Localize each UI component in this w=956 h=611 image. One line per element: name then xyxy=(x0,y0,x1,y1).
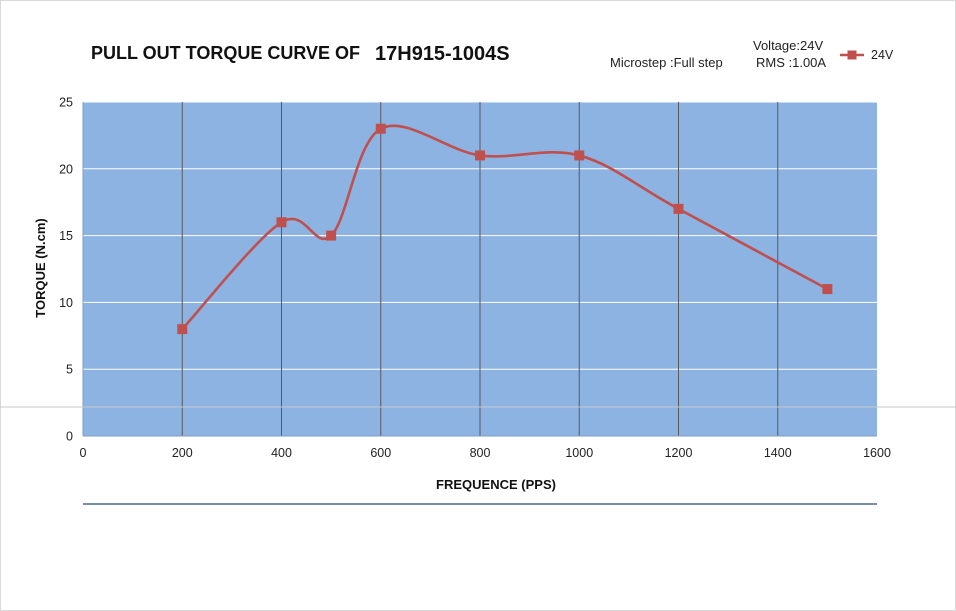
chart-title-part1: PULL OUT TORQUE CURVE OF xyxy=(91,43,360,63)
x-axis-label: FREQUENCE (PPS) xyxy=(436,477,556,492)
data-point xyxy=(375,123,386,134)
x-tick-label: 400 xyxy=(271,446,292,460)
legend-marker xyxy=(847,50,857,60)
x-tick-label: 800 xyxy=(470,446,491,460)
y-tick-label: 10 xyxy=(59,296,73,310)
data-point xyxy=(822,284,833,295)
data-point xyxy=(326,230,337,241)
data-point xyxy=(574,150,585,161)
y-axis-label: TORQUE (N.cm) xyxy=(33,218,48,317)
x-tick-label: 1000 xyxy=(565,446,593,460)
x-tick-label: 200 xyxy=(172,446,193,460)
x-tick-label: 1200 xyxy=(665,446,693,460)
voltage-info: Voltage:24V xyxy=(753,38,823,53)
x-tick-label: 1400 xyxy=(764,446,792,460)
chart-title-part2: 17H915-1004S xyxy=(375,43,510,65)
data-point xyxy=(673,203,684,214)
legend: 24V xyxy=(840,48,894,62)
rms-info: RMS :1.00A xyxy=(756,55,826,70)
data-point xyxy=(276,217,287,228)
y-tick-label: 15 xyxy=(59,229,73,243)
y-tick-label: 25 xyxy=(59,96,73,110)
y-tick-label: 20 xyxy=(59,162,73,176)
data-point xyxy=(475,150,485,161)
y-tick-label: 0 xyxy=(66,430,73,444)
legend-label: 24V xyxy=(871,48,894,62)
data-point xyxy=(177,324,188,335)
microstep-info: Microstep :Full step xyxy=(610,55,723,70)
x-tick-label: 1600 xyxy=(863,446,891,460)
y-tick-label: 5 xyxy=(66,363,73,377)
tick-labels: 0 5 10 15 20 25 0 200 400 600 800 1000 1200 1400 1600 xyxy=(59,96,891,461)
x-tick-label: 600 xyxy=(370,446,391,460)
series-24v xyxy=(177,123,833,335)
x-tick-label: 0 xyxy=(80,446,87,460)
